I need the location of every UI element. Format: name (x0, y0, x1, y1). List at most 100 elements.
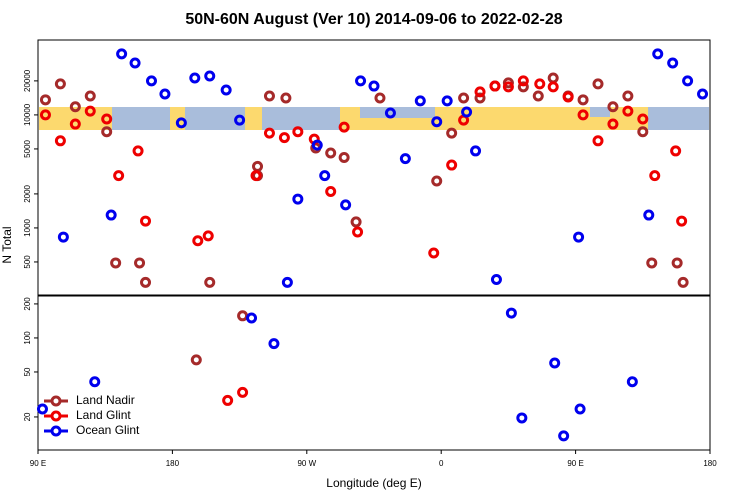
data-point (84, 90, 96, 102)
data-point (101, 113, 113, 125)
data-point (562, 91, 574, 103)
data-point (204, 70, 216, 82)
y-tick-label: 20000 (23, 69, 32, 92)
data-point (517, 75, 529, 87)
x-tick-label: 0 (439, 459, 444, 468)
data-point (325, 147, 337, 159)
data-point (474, 86, 486, 98)
data-point (637, 126, 649, 138)
data-point (622, 105, 634, 117)
data-point (39, 94, 51, 106)
data-point (110, 257, 122, 269)
map-ocean (185, 107, 245, 130)
y-tick-label: 2000 (23, 184, 32, 202)
plot-frame (37, 39, 711, 296)
data-point (89, 376, 101, 388)
data-point (573, 231, 585, 243)
data-point (671, 257, 683, 269)
x-axis-label: Longitude (deg E) (326, 476, 421, 490)
x-tick-label: 90 W (297, 459, 316, 468)
data-point (446, 127, 458, 139)
data-point (129, 57, 141, 69)
data-point (547, 81, 559, 93)
y-tick-label: 50 (23, 367, 32, 376)
data-point (204, 276, 216, 288)
data-point (278, 132, 290, 144)
data-point (489, 80, 501, 92)
data-point (502, 81, 514, 93)
x-tick-label: 180 (703, 459, 717, 468)
data-point (36, 403, 48, 415)
data-point (549, 357, 561, 369)
map-ocean (648, 107, 709, 130)
data-point (652, 48, 664, 60)
data-point (250, 170, 262, 182)
y-tick-label: 10000 (23, 103, 32, 126)
data-point (39, 109, 51, 121)
map-ocean (262, 107, 340, 130)
y-tick-label: 1000 (23, 218, 32, 236)
y-tick-label: 200 (23, 297, 32, 311)
data-point (607, 118, 619, 130)
data-point (338, 121, 350, 133)
data-point (252, 160, 264, 172)
data-point (134, 257, 146, 269)
y-tick-label: 500 (23, 255, 32, 269)
data-point (577, 94, 589, 106)
data-point (470, 145, 482, 157)
legend-marker (50, 395, 62, 407)
data-point (190, 354, 202, 366)
y-tick-label: 5000 (23, 139, 32, 157)
data-point (116, 48, 128, 60)
data-point (54, 135, 66, 147)
data-point (175, 117, 187, 129)
data-point (534, 78, 546, 90)
data-point (132, 145, 144, 157)
data-point (192, 235, 204, 247)
data-point (428, 247, 440, 259)
legend-label: Land Nadir (76, 393, 135, 407)
data-point (384, 107, 396, 119)
map-ocean (590, 107, 610, 117)
data-point (646, 257, 658, 269)
data-point (637, 113, 649, 125)
map-ocean (360, 107, 435, 118)
data-point (622, 90, 634, 102)
data-point (676, 215, 688, 227)
legend-label: Land Glint (76, 408, 131, 422)
y-tick-label: 100 (23, 331, 32, 345)
data-point (57, 231, 69, 243)
data-point (292, 193, 304, 205)
data-point (458, 92, 470, 104)
data-point (101, 126, 113, 138)
data-point (69, 101, 81, 113)
data-point (592, 78, 604, 90)
data-point (237, 386, 249, 398)
data-point (352, 226, 364, 238)
legend-label: Ocean Glint (76, 423, 140, 437)
data-point (374, 92, 386, 104)
data-point (84, 105, 96, 117)
x-tick-label: 180 (166, 459, 180, 468)
data-point (643, 209, 655, 221)
data-point (140, 215, 152, 227)
data-point (268, 338, 280, 350)
data-point (626, 376, 638, 388)
data-point (340, 199, 352, 211)
data-point (237, 310, 249, 322)
map-ocean (112, 107, 170, 130)
data-point (355, 75, 367, 87)
data-point (667, 57, 679, 69)
data-point (54, 78, 66, 90)
data-point (431, 116, 443, 128)
data-point (368, 80, 380, 92)
legend-marker (50, 425, 62, 437)
data-point (189, 72, 201, 84)
data-point (350, 216, 362, 228)
data-point (649, 170, 661, 182)
data-point (474, 92, 486, 104)
data-point (502, 77, 514, 89)
data-point (292, 126, 304, 138)
